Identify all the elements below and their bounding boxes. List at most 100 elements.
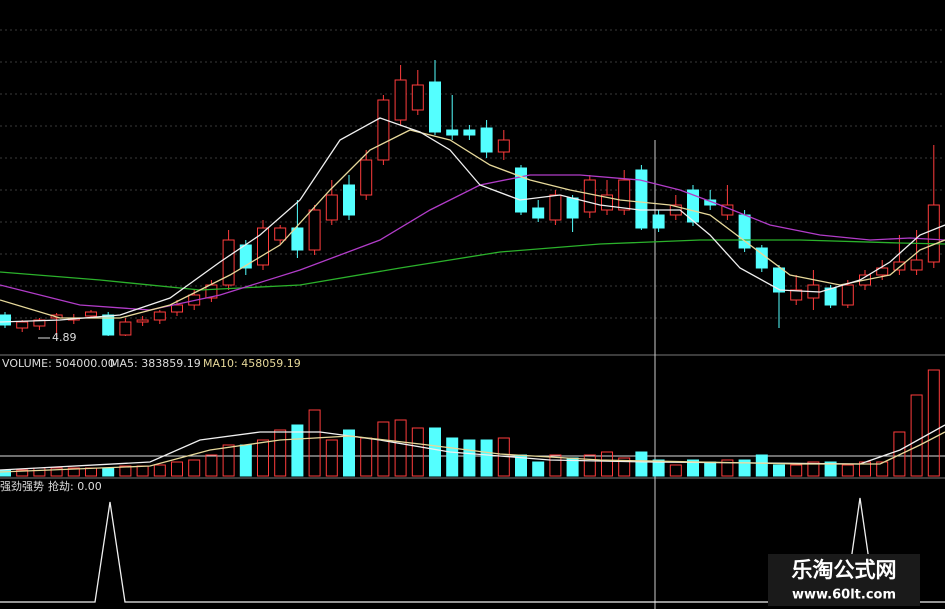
volume-bar xyxy=(480,439,493,477)
ma-line xyxy=(0,117,945,323)
volume-bar xyxy=(618,457,631,477)
volume-bar xyxy=(807,461,820,477)
indicator-name: 强劲强势 xyxy=(0,480,44,493)
candle-body xyxy=(343,184,355,216)
candle-body xyxy=(583,179,596,213)
volume-bar xyxy=(205,454,218,477)
candle-body xyxy=(394,79,407,121)
volume-bar xyxy=(755,454,768,477)
volume-bar xyxy=(50,467,63,477)
low-annotation: 4.89 xyxy=(52,331,77,344)
volume-bar xyxy=(136,465,149,477)
candle-body xyxy=(601,194,613,211)
volume-bar xyxy=(773,464,785,477)
watermark-title: 乐淘公式网 xyxy=(792,558,897,582)
volume-bar xyxy=(893,431,906,477)
candle-body xyxy=(119,321,132,336)
candle-body xyxy=(33,319,46,327)
volume-bar xyxy=(360,437,373,477)
ma-line xyxy=(0,174,945,311)
candle-body xyxy=(893,261,906,271)
volume-bar xyxy=(257,439,269,477)
volume-bar xyxy=(85,467,97,477)
candle-body xyxy=(532,207,545,219)
volume-bar xyxy=(549,454,562,477)
candle-body xyxy=(773,267,785,293)
candle-body xyxy=(102,314,115,336)
volume-bar xyxy=(274,429,287,477)
candle-body xyxy=(790,289,803,301)
volume-bar xyxy=(635,451,648,477)
volume-bar xyxy=(325,439,338,477)
volume-bar xyxy=(738,459,751,477)
volume-bar xyxy=(824,461,837,477)
volume-bar xyxy=(153,464,166,477)
volume-bar xyxy=(394,419,407,477)
ma-line xyxy=(0,239,945,291)
volume-bar xyxy=(67,467,80,477)
candle-body xyxy=(480,127,493,153)
volume-bar xyxy=(33,467,46,477)
candle-body xyxy=(566,197,579,219)
volume-bar xyxy=(652,459,665,477)
candle-body xyxy=(171,304,183,313)
volume-bar xyxy=(876,461,889,477)
candle-body xyxy=(704,199,717,206)
candle-body xyxy=(446,129,459,136)
candle-body xyxy=(824,287,837,306)
volume-bar xyxy=(687,459,699,477)
volume-bar xyxy=(669,464,682,477)
ma-lines xyxy=(0,117,945,603)
watermark-url: www.60lt.com xyxy=(792,588,896,603)
candle-body xyxy=(291,227,304,251)
volume-bar xyxy=(910,394,923,477)
volume-bar xyxy=(343,429,355,477)
candle-body xyxy=(222,239,235,286)
candle-body xyxy=(841,284,854,306)
volume-bar xyxy=(411,427,424,477)
candle-body xyxy=(497,139,510,153)
candle-body xyxy=(463,129,476,136)
volume-bar xyxy=(532,461,545,477)
volume-bar xyxy=(102,467,115,477)
candle-body xyxy=(239,244,252,269)
candle-body xyxy=(429,81,441,133)
watermark-box xyxy=(768,554,920,606)
volume-bar xyxy=(583,454,596,477)
candle-body xyxy=(274,227,287,241)
candle-body xyxy=(411,84,424,111)
volume-label: VOLUME: 504000.00 xyxy=(2,357,115,370)
volume-bar xyxy=(463,439,476,477)
indicator-value: 抢劫: 0.00 xyxy=(48,479,102,493)
volume-bar xyxy=(16,469,29,477)
volume-bar xyxy=(239,444,252,477)
candle-body xyxy=(16,321,29,329)
candle-body xyxy=(549,194,562,221)
candle-body xyxy=(325,194,338,221)
candle-body xyxy=(635,169,648,229)
volume-bar xyxy=(721,459,734,477)
volume-ma-line xyxy=(0,431,945,473)
volume-bar xyxy=(291,424,304,477)
volume-bar xyxy=(171,461,183,477)
candle-body xyxy=(876,267,889,276)
volume-bar xyxy=(119,465,132,477)
volume-bar xyxy=(308,409,321,477)
candle-body xyxy=(910,259,923,271)
candle-body xyxy=(652,214,665,229)
candle-body xyxy=(360,159,373,196)
candle-body xyxy=(136,319,149,323)
volume-bar xyxy=(377,421,390,477)
volume-bar xyxy=(841,464,854,477)
candle-body xyxy=(927,204,940,263)
candle-body xyxy=(515,167,527,213)
candle-body xyxy=(153,311,166,321)
volume-bar xyxy=(927,369,940,477)
volume-bar xyxy=(222,444,235,477)
candle-body xyxy=(377,99,390,161)
volume-bar xyxy=(0,469,11,477)
volume-bar xyxy=(188,459,201,477)
candle-body xyxy=(687,189,699,223)
